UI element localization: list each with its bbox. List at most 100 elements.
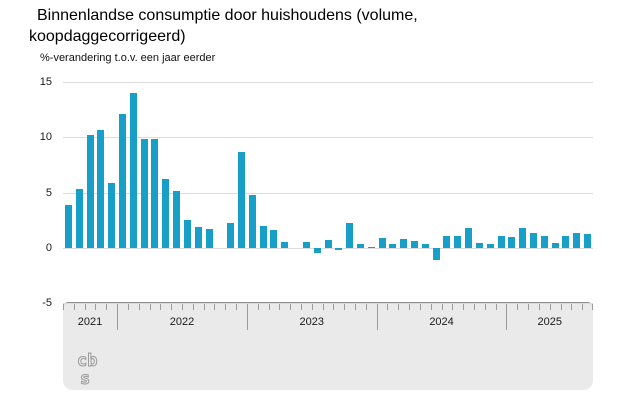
- month-tick: [463, 303, 465, 310]
- month-tick: [484, 303, 486, 310]
- year-label: 2023: [299, 316, 324, 328]
- y-axis-tick-label: 0: [45, 241, 52, 254]
- gridline: [63, 192, 593, 194]
- bar[interactable]: [281, 242, 289, 248]
- bar[interactable]: [140, 139, 148, 248]
- bar[interactable]: [64, 204, 72, 248]
- bar[interactable]: [259, 225, 267, 248]
- bar[interactable]: [118, 114, 126, 248]
- month-tick: [560, 303, 562, 310]
- month-tick: [387, 303, 389, 310]
- bar[interactable]: [584, 234, 592, 248]
- bar[interactable]: [237, 151, 245, 248]
- bar[interactable]: [151, 139, 159, 248]
- y-axis-tick-label: 5: [45, 186, 52, 199]
- month-tick: [236, 303, 238, 310]
- month-tick: [160, 303, 162, 310]
- month-tick: [592, 303, 593, 310]
- gridline: [63, 137, 593, 139]
- month-tick: [225, 303, 227, 310]
- month-tick: [95, 303, 97, 310]
- month-tick: [419, 303, 421, 310]
- month-tick: [538, 303, 540, 310]
- bar[interactable]: [530, 233, 537, 248]
- bar[interactable]: [465, 227, 473, 248]
- bar[interactable]: [411, 241, 419, 248]
- chart-title-line2: koopdaggecorrigeerd): [29, 28, 186, 45]
- year-label: 2022: [169, 316, 195, 328]
- bar[interactable]: [108, 182, 116, 248]
- bar[interactable]: [486, 244, 494, 248]
- month-tick: [203, 303, 205, 310]
- bar[interactable]: [443, 235, 451, 248]
- bar[interactable]: [356, 244, 364, 248]
- month-tick: [192, 303, 194, 310]
- bar[interactable]: [432, 247, 440, 260]
- chart-subtitle: %-verandering t.o.v. een jaar eerder: [40, 52, 216, 64]
- bar[interactable]: [162, 179, 170, 248]
- bar[interactable]: [508, 236, 516, 248]
- month-tick: [430, 303, 432, 310]
- month-tick: [528, 303, 530, 310]
- bar[interactable]: [270, 230, 278, 248]
- bar[interactable]: [129, 93, 137, 248]
- bar[interactable]: [173, 191, 181, 248]
- bar[interactable]: [421, 244, 429, 248]
- month-tick: [582, 303, 584, 310]
- y-axis-tick-label: 15: [39, 76, 52, 88]
- bar[interactable]: [378, 237, 386, 248]
- bar[interactable]: [573, 233, 581, 248]
- bar[interactable]: [335, 247, 343, 250]
- month-tick: [268, 303, 270, 310]
- bar[interactable]: [86, 135, 94, 248]
- y-axis-tick-label: -5: [42, 297, 52, 309]
- bar[interactable]: [75, 189, 83, 248]
- bar[interactable]: [324, 240, 332, 248]
- bar[interactable]: [551, 243, 559, 248]
- year-divider-tick: [506, 303, 508, 330]
- bar[interactable]: [475, 243, 483, 248]
- year-label: 2025: [537, 316, 562, 328]
- month-tick: [181, 303, 183, 310]
- bar[interactable]: [183, 220, 191, 248]
- bar[interactable]: [367, 246, 375, 248]
- chart-title-line1: Binnenlandse consumptie door huishoudens…: [37, 7, 418, 24]
- month-tick: [279, 303, 281, 310]
- month-tick: [474, 303, 476, 310]
- x-axis-band: cb s 2021 2022 2023 2024 2025: [63, 302, 593, 390]
- bar[interactable]: [497, 235, 505, 248]
- month-tick: [171, 303, 173, 310]
- bar[interactable]: [313, 247, 321, 254]
- year-divider-tick: [376, 303, 378, 330]
- year-label: 2021: [77, 316, 103, 328]
- month-tick: [344, 303, 346, 310]
- bar[interactable]: [194, 226, 202, 248]
- bar[interactable]: [519, 227, 527, 248]
- month-tick: [452, 303, 454, 310]
- month-tick: [300, 303, 302, 310]
- month-tick: [214, 303, 216, 310]
- month-tick: [495, 303, 497, 310]
- bar[interactable]: [227, 223, 235, 248]
- month-tick: [571, 303, 573, 310]
- month-tick: [257, 303, 259, 310]
- month-tick: [517, 303, 519, 310]
- bar[interactable]: [400, 238, 408, 248]
- bar[interactable]: [97, 129, 105, 248]
- bar[interactable]: [562, 235, 570, 248]
- bar[interactable]: [205, 228, 213, 248]
- bar[interactable]: [454, 235, 462, 248]
- month-tick: [441, 303, 443, 310]
- month-tick: [73, 303, 75, 310]
- month-tick: [549, 303, 551, 310]
- bar[interactable]: [389, 244, 397, 248]
- year-divider-tick: [117, 303, 119, 330]
- bar[interactable]: [302, 242, 310, 248]
- bar[interactable]: [248, 194, 256, 248]
- bar[interactable]: [346, 223, 354, 248]
- bar[interactable]: [540, 235, 548, 248]
- cbs-logo: cb s: [77, 351, 98, 390]
- month-tick: [127, 303, 129, 310]
- month-tick: [84, 303, 86, 310]
